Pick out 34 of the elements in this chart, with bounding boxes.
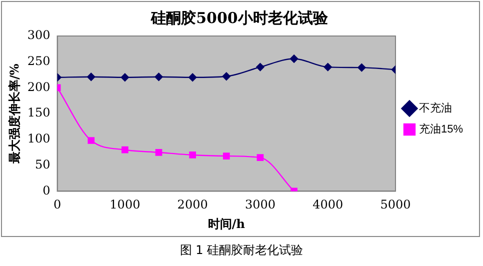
y-tick-label: 300 bbox=[27, 28, 50, 42]
legend-label: 充油15% bbox=[418, 122, 464, 136]
y-tick-label: 100 bbox=[27, 132, 50, 146]
point bbox=[256, 154, 264, 161]
legend-label: 不充油 bbox=[418, 102, 452, 115]
point bbox=[122, 146, 128, 154]
x-tick-label: 1000 bbox=[110, 198, 140, 212]
point bbox=[256, 62, 264, 72]
point bbox=[88, 137, 95, 144]
point bbox=[358, 63, 366, 72]
point bbox=[222, 72, 230, 80]
x-tick-label: 4000 bbox=[312, 198, 344, 212]
y-tick-label: 200 bbox=[27, 80, 50, 94]
y-axis-title: 最大强度伸长率/% bbox=[7, 63, 22, 164]
point bbox=[154, 72, 163, 81]
caption: 图 1 硅酮胶耐老化试验 bbox=[178, 242, 304, 259]
point bbox=[222, 152, 230, 160]
x-tick-label: 2000 bbox=[177, 198, 208, 212]
y-tick-label: 150 bbox=[27, 106, 50, 120]
chart-title: 硅酮胶5000小时老化试验 bbox=[150, 8, 329, 27]
point bbox=[324, 62, 332, 72]
point bbox=[290, 54, 298, 63]
point bbox=[189, 152, 196, 158]
y-tick-label: 0 bbox=[42, 183, 50, 198]
x-axis-title: 时间/h bbox=[208, 216, 246, 231]
x-tick-label: 3000 bbox=[244, 198, 276, 212]
point bbox=[87, 72, 96, 81]
point bbox=[120, 73, 130, 82]
y-tick-label: 50 bbox=[35, 157, 50, 172]
x-tick-label: 5000 bbox=[380, 198, 411, 212]
x-tick-label: 0 bbox=[53, 198, 62, 212]
y-tick-label: 250 bbox=[27, 54, 50, 68]
point bbox=[155, 148, 162, 156]
point bbox=[188, 73, 197, 82]
